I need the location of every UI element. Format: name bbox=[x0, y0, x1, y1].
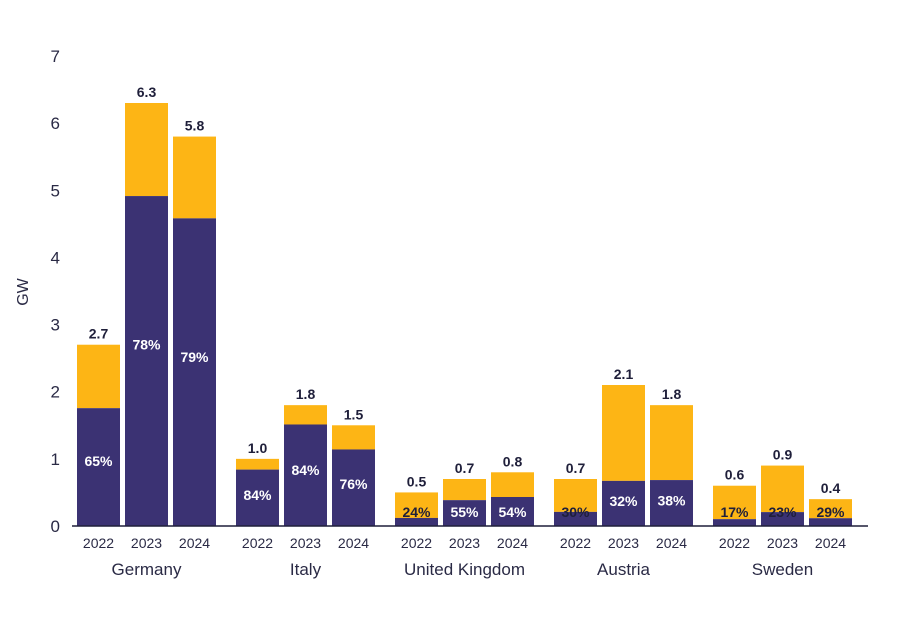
bar-segment-upper bbox=[491, 472, 534, 497]
x-tick-year-label: 2024 bbox=[497, 535, 528, 551]
x-tick-year-label: 2023 bbox=[608, 535, 639, 551]
bar-share-label: 84% bbox=[243, 487, 272, 503]
y-axis-title: GW bbox=[15, 277, 32, 305]
x-tick-year-label: 2024 bbox=[656, 535, 687, 551]
x-tick-year-label: 2024 bbox=[179, 535, 210, 551]
bar-segment-upper bbox=[761, 465, 804, 513]
bar-segment-lower bbox=[236, 469, 279, 526]
y-tick-label: 3 bbox=[51, 316, 60, 335]
bar-share-label: 79% bbox=[180, 349, 209, 365]
bar-segment-upper bbox=[602, 385, 645, 481]
bar-segment-lower bbox=[761, 512, 804, 526]
bar-segment-lower bbox=[491, 496, 534, 526]
bar-total-label: 1.5 bbox=[344, 406, 364, 422]
bar-share-label: 78% bbox=[132, 337, 161, 353]
x-group-label: Germany bbox=[112, 560, 182, 579]
bar-segment-lower bbox=[602, 480, 645, 526]
x-tick-year-label: 2023 bbox=[131, 535, 162, 551]
bar-share-label: 55% bbox=[450, 504, 479, 520]
x-group-label: Austria bbox=[597, 560, 650, 579]
y-tick-label: 0 bbox=[51, 517, 60, 536]
bar-total-label: 0.9 bbox=[773, 447, 793, 463]
x-tick-year-label: 2023 bbox=[290, 535, 321, 551]
bar-segment-lower bbox=[443, 500, 486, 526]
y-tick-label: 6 bbox=[51, 114, 60, 133]
bar-segment-upper bbox=[713, 485, 756, 520]
bar-segment-lower bbox=[809, 518, 852, 526]
bar-total-label: 0.7 bbox=[566, 460, 586, 476]
bar-segment-upper bbox=[77, 344, 120, 409]
bar-segment-lower bbox=[173, 218, 216, 526]
bar-group: 2.7 65% 2022 6.3 78% 2023 5.8 79% 2024 Germany bbox=[77, 84, 216, 579]
bar-segment-upper bbox=[809, 499, 852, 519]
x-tick-year-label: 2022 bbox=[83, 535, 114, 551]
bar-share-label: 54% bbox=[498, 504, 527, 520]
bar-share-label: 23% bbox=[768, 504, 797, 520]
bar-segment-lower bbox=[554, 511, 597, 526]
bar-segment-lower bbox=[713, 519, 756, 526]
bar-total-label: 1.8 bbox=[662, 386, 682, 402]
bar-segment-upper bbox=[173, 136, 216, 219]
bar-groups: 2.7 65% 2022 6.3 78% 2023 5.8 79% 2024 Germany 1.0… bbox=[77, 84, 852, 579]
bar-group: 1.0 84% 2022 1.8 84% 2023 1.5 76% 2024 Italy bbox=[236, 386, 375, 579]
bar-segment-upper bbox=[443, 479, 486, 501]
bar-segment-upper bbox=[395, 492, 438, 518]
x-tick-year-label: 2023 bbox=[767, 535, 798, 551]
bar-total-label: 0.6 bbox=[725, 467, 745, 483]
y-tick-label: 4 bbox=[51, 248, 60, 267]
bar-segment-upper bbox=[236, 458, 279, 470]
bar-total-label: 0.5 bbox=[407, 473, 427, 489]
y-axis-ticks: 0 1 2 3 4 5 6 7 bbox=[51, 47, 60, 536]
bar-segment-lower bbox=[284, 424, 327, 526]
bar-share-label: 29% bbox=[816, 504, 845, 520]
bar-total-label: 0.4 bbox=[821, 480, 841, 496]
bar-share-label: 84% bbox=[291, 462, 320, 478]
y-tick-label: 2 bbox=[51, 383, 60, 402]
bar-total-label: 5.8 bbox=[185, 118, 205, 134]
x-tick-year-label: 2024 bbox=[338, 535, 369, 551]
bar-share-label: 32% bbox=[609, 493, 638, 509]
bar-group: 0.5 24% 2022 0.7 55% 2023 0.8 54% 2024 United Kin… bbox=[395, 453, 534, 579]
bar-total-label: 1.0 bbox=[248, 440, 268, 456]
x-group-label: Italy bbox=[290, 560, 322, 579]
bar-total-label: 1.8 bbox=[296, 386, 316, 402]
bar-total-label: 6.3 bbox=[137, 84, 157, 100]
bar-segment-upper bbox=[125, 103, 168, 197]
bar-segment-lower bbox=[125, 196, 168, 526]
bar-segment-upper bbox=[332, 425, 375, 450]
bar-segment-upper bbox=[554, 479, 597, 512]
y-tick-label: 7 bbox=[51, 47, 60, 66]
x-tick-year-label: 2024 bbox=[815, 535, 846, 551]
bar-segment-upper bbox=[650, 405, 693, 481]
bar-segment-upper bbox=[284, 405, 327, 425]
bar-share-label: 38% bbox=[657, 493, 686, 509]
bar-segment-lower bbox=[332, 449, 375, 526]
bar-segment-lower bbox=[77, 408, 120, 526]
x-tick-year-label: 2022 bbox=[401, 535, 432, 551]
bar-segment-lower bbox=[650, 480, 693, 526]
x-group-label: United Kingdom bbox=[404, 560, 525, 579]
bar-total-label: 0.7 bbox=[455, 460, 475, 476]
bar-share-label: 17% bbox=[720, 504, 749, 520]
bar-share-label: 30% bbox=[561, 504, 590, 520]
bar-share-label: 65% bbox=[84, 453, 113, 469]
y-tick-label: 1 bbox=[51, 450, 60, 469]
bar-total-label: 0.8 bbox=[503, 453, 523, 469]
bar-total-label: 2.1 bbox=[614, 366, 634, 382]
bar-group: 0.7 30% 2022 2.1 32% 2023 1.8 38% 2024 Austria bbox=[554, 366, 693, 579]
bar-total-label: 2.7 bbox=[89, 326, 109, 342]
x-tick-year-label: 2022 bbox=[242, 535, 273, 551]
y-tick-label: 5 bbox=[51, 181, 60, 200]
x-tick-year-label: 2022 bbox=[560, 535, 591, 551]
x-group-label: Sweden bbox=[752, 560, 813, 579]
bar-share-label: 76% bbox=[339, 476, 368, 492]
bar-share-label: 24% bbox=[402, 504, 431, 520]
bar-segment-lower bbox=[395, 517, 438, 526]
x-tick-year-label: 2022 bbox=[719, 535, 750, 551]
x-tick-year-label: 2023 bbox=[449, 535, 480, 551]
